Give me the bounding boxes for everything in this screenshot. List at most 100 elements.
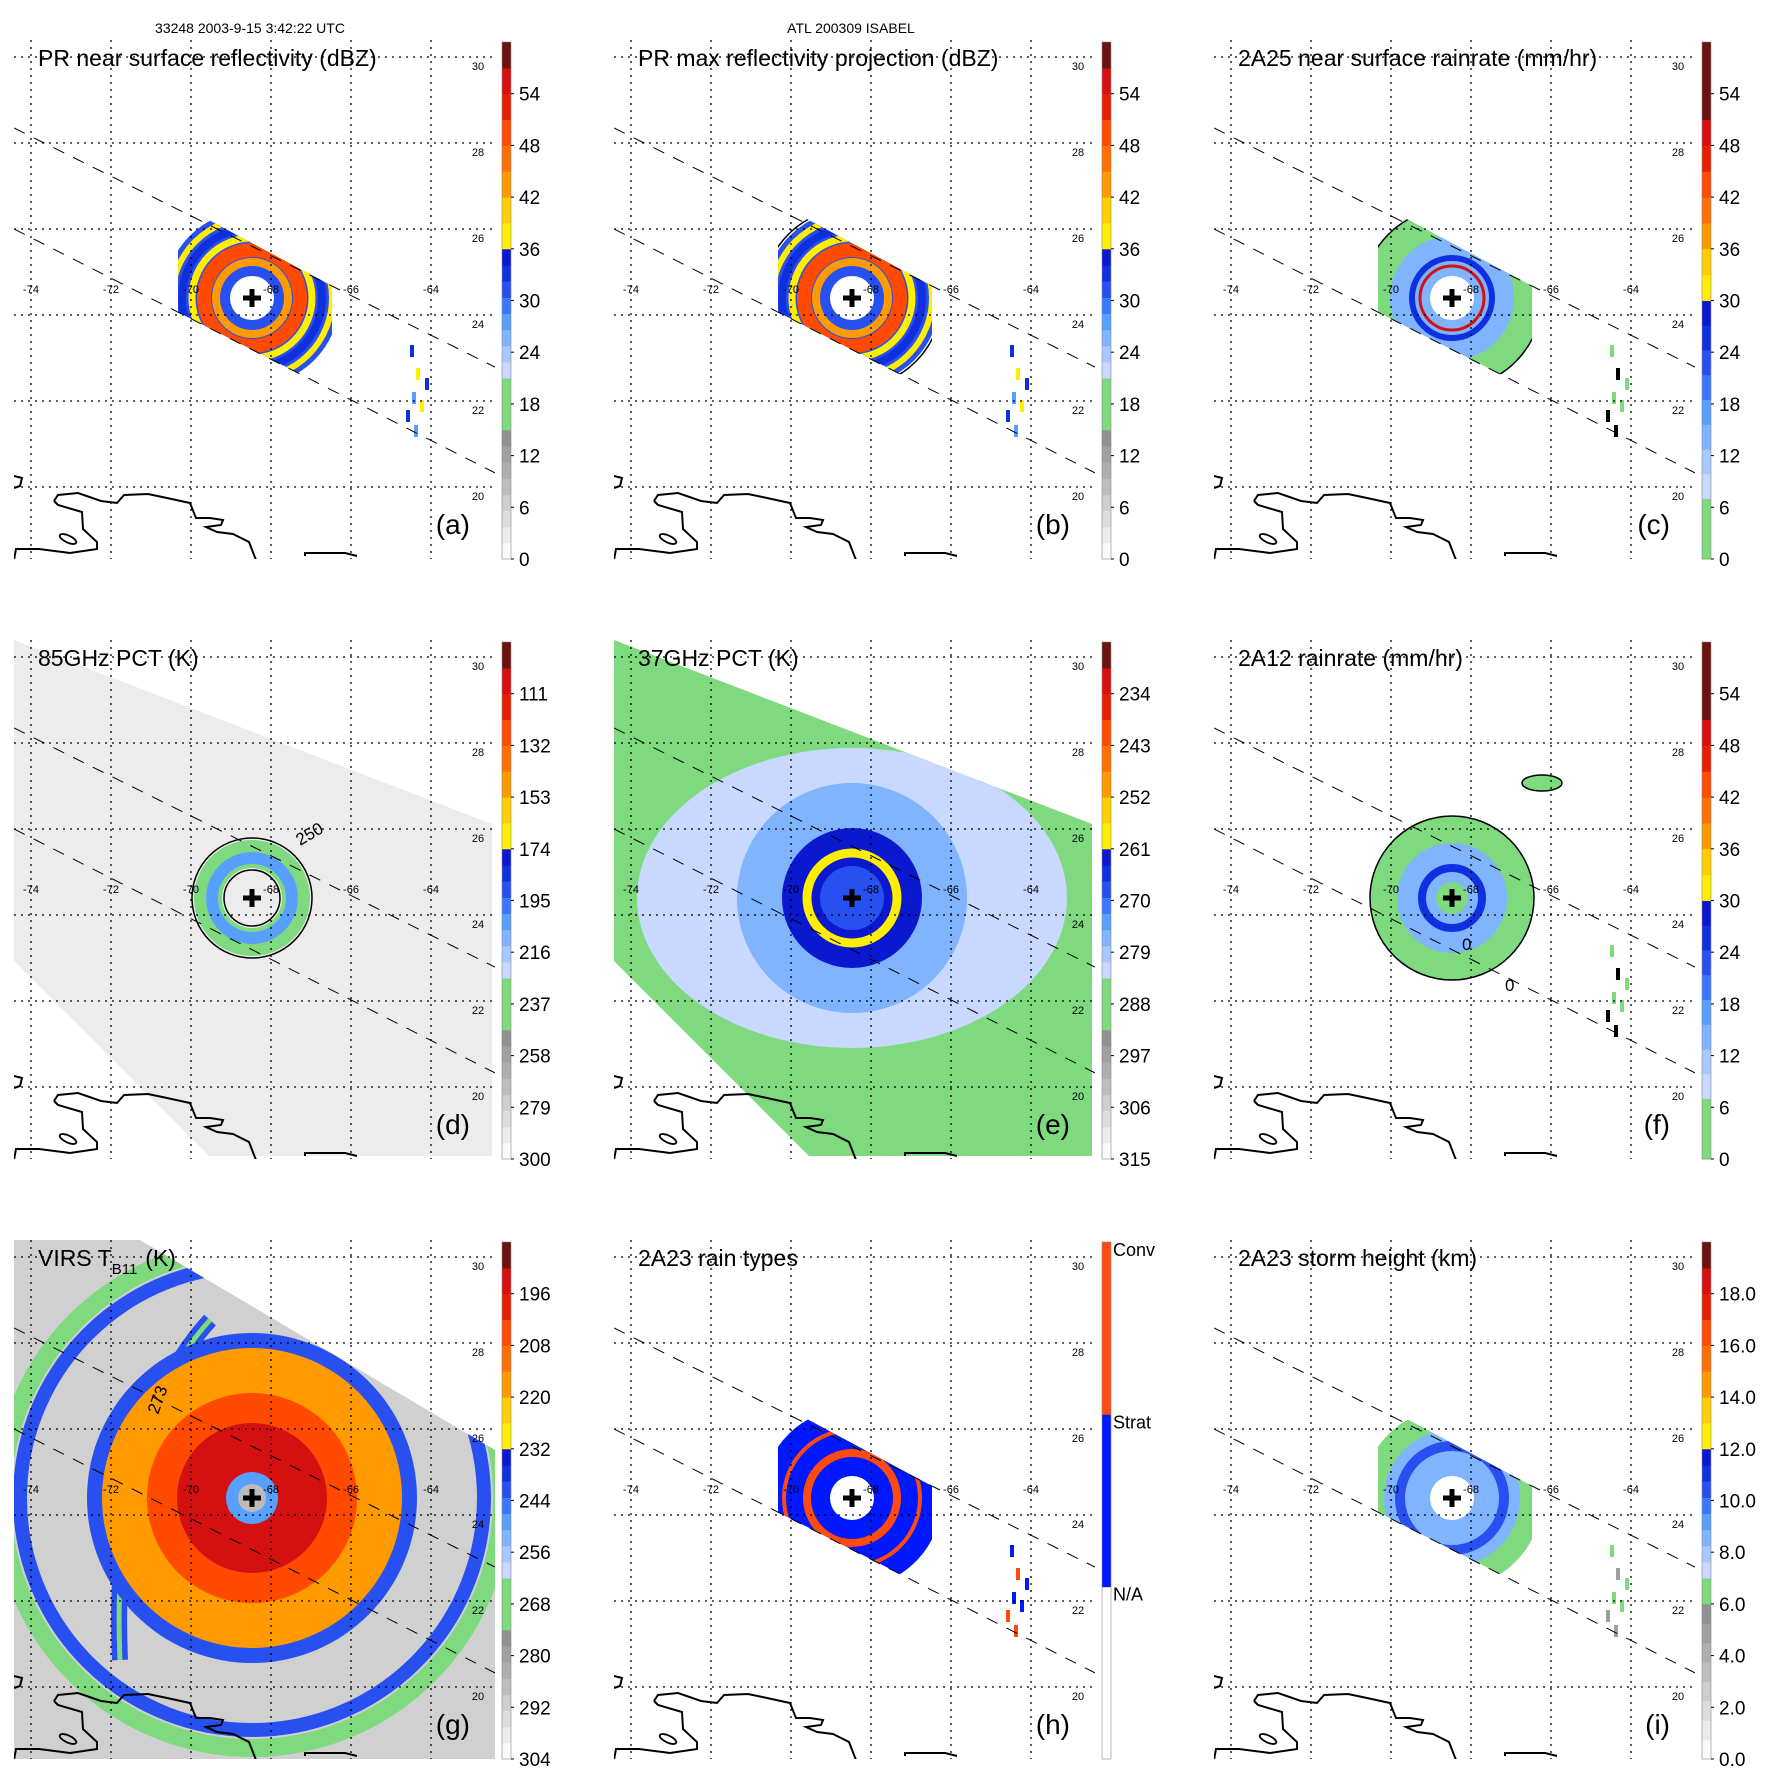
colorbar-tick-label: 42 (1719, 188, 1740, 209)
pr-swath-edge (1214, 1327, 1695, 1568)
longitude-label: -72 (703, 884, 719, 896)
colorbar-segment (502, 345, 511, 363)
latitude-label: 26 (472, 833, 484, 845)
colorbar-tick-label: 268 (519, 1595, 551, 1616)
colorbar-segment (502, 961, 511, 979)
colorbar: 0.0 2.0 4.0 6.0 8.0 10.0 12.0 14.0 16.0 18.0 (1701, 1241, 1756, 1771)
latitude-label: 30 (472, 61, 484, 73)
colorbar-segment (502, 1319, 511, 1346)
pr-swath-edge (614, 727, 1095, 968)
colorbar-tick-label: 30 (1119, 292, 1140, 313)
colorbar-tick-label: 0.0 (1719, 1750, 1745, 1771)
panel-title: 2A23 storm height (km) (1238, 1245, 1477, 1271)
colorbar-segment (502, 822, 511, 850)
colorbar: 0 6 12 18 24 30 36 42 48 54 (1701, 641, 1741, 1171)
colorbar-tick-label: 270 (1119, 892, 1151, 913)
colorbar-tick-label: 292 (519, 1698, 551, 1719)
latitude-label: 24 (472, 319, 484, 331)
colorbar-segment (1102, 1110, 1111, 1128)
coastline (14, 1675, 358, 1759)
rain-band (197, 243, 307, 353)
colorbar-segment (1102, 864, 1111, 882)
panel-title-text: VIRS T (38, 1245, 112, 1271)
latitude-label: 20 (472, 1691, 484, 1703)
colorbar-segment (1702, 222, 1711, 250)
colorbar-tick-label: 36 (1719, 240, 1740, 261)
colorbar-segment (502, 378, 511, 431)
pr-swath-edge (14, 1327, 495, 1568)
colorbar-tick-label: 18 (1719, 995, 1740, 1016)
colorbar-segment (502, 1029, 511, 1047)
rain-band (221, 267, 283, 329)
colorbar-segment (502, 1678, 511, 1695)
latitude-label: 28 (472, 147, 484, 159)
colorbar-segment (1702, 1293, 1711, 1321)
colorbar-segment (502, 1345, 511, 1372)
longitude-label: -68 (263, 284, 279, 296)
rain-cell (1625, 378, 1629, 390)
colorbar-segment (502, 264, 511, 282)
colorbar-segment (502, 1242, 511, 1269)
colorbar-segment (502, 864, 511, 882)
panel-title: 85GHz PCT (K) (38, 645, 199, 671)
pr-swath-edge (14, 1428, 495, 1674)
colorbar-frame (1101, 1241, 1112, 1760)
colorbar-tick-label: 30 (1719, 292, 1740, 313)
colorbar-segment (1702, 848, 1711, 876)
rain-cell (1612, 992, 1616, 1004)
longitude-label: -66 (943, 284, 959, 296)
latitude-label: 22 (1672, 1605, 1684, 1617)
rain-cell (1620, 1000, 1624, 1012)
storm-center-icon (243, 289, 261, 307)
longitude-label: -68 (263, 1484, 279, 1496)
colorbar-segment (1702, 399, 1711, 425)
pr-swath-edge (14, 727, 495, 968)
colorbar-segment (1702, 1073, 1711, 1100)
colorbar-tick-label: 279 (519, 1098, 551, 1119)
longitude-label: -74 (623, 284, 639, 296)
panel-h: -74 -72 -70 -68 -66 -64 30 28 26 24 22 20 2A23 rain … (614, 1240, 1155, 1760)
colorbar-segment (502, 913, 511, 931)
rain-cell (1025, 1578, 1029, 1590)
colorbar-segment (502, 93, 511, 121)
latitude-label: 30 (1072, 661, 1084, 673)
colorbar-segment (1102, 93, 1111, 121)
colorbar-segment (1102, 361, 1111, 379)
longitude-label: -66 (943, 884, 959, 896)
colorbar-segment (1702, 473, 1711, 500)
colorbar-segment (502, 1110, 511, 1128)
colorbar-segment (1702, 1464, 1711, 1482)
colorbar-segment (1702, 1720, 1711, 1741)
longitude-label: -74 (1223, 884, 1239, 896)
colorbar-segment (502, 693, 511, 721)
latitude-label: 30 (472, 1261, 484, 1273)
colorbar-segment (1102, 526, 1111, 544)
colorbar-segment (502, 171, 511, 198)
colorbar-tick-label: 16.0 (1719, 1336, 1756, 1357)
colorbar-segment (502, 642, 511, 669)
colorbar-tick-label: 0 (1719, 550, 1730, 571)
rain-cell (420, 400, 424, 412)
longitude-label: -70 (783, 1484, 799, 1496)
latitude-label: 20 (1672, 491, 1684, 503)
pr-swath-edge (1214, 228, 1695, 474)
colorbar-tick-label: 4.0 (1719, 1647, 1745, 1668)
colorbar-segment (502, 719, 511, 746)
panel-title-unit: (K) (145, 1245, 176, 1271)
colorbar-segment (1702, 449, 1711, 475)
storm-center-icon (1443, 1489, 1461, 1507)
colorbar-segment (1702, 1024, 1711, 1050)
rain-cell (1616, 368, 1620, 380)
colorbar-tick-label: 6.0 (1719, 1595, 1745, 1616)
colorbar-segment (1102, 345, 1111, 363)
longitude-label: -66 (943, 1484, 959, 1496)
lake-coastline (1258, 533, 1278, 545)
longitude-label: -70 (1383, 1484, 1399, 1496)
colorbar-segment (502, 1126, 511, 1144)
contour-line (223, 869, 281, 927)
colorbar-segment (1702, 999, 1711, 1025)
longitude-label: -74 (623, 884, 639, 896)
rain-cell (1625, 978, 1629, 990)
longitude-label: -66 (1543, 884, 1559, 896)
colorbar-segment (502, 1742, 511, 1760)
